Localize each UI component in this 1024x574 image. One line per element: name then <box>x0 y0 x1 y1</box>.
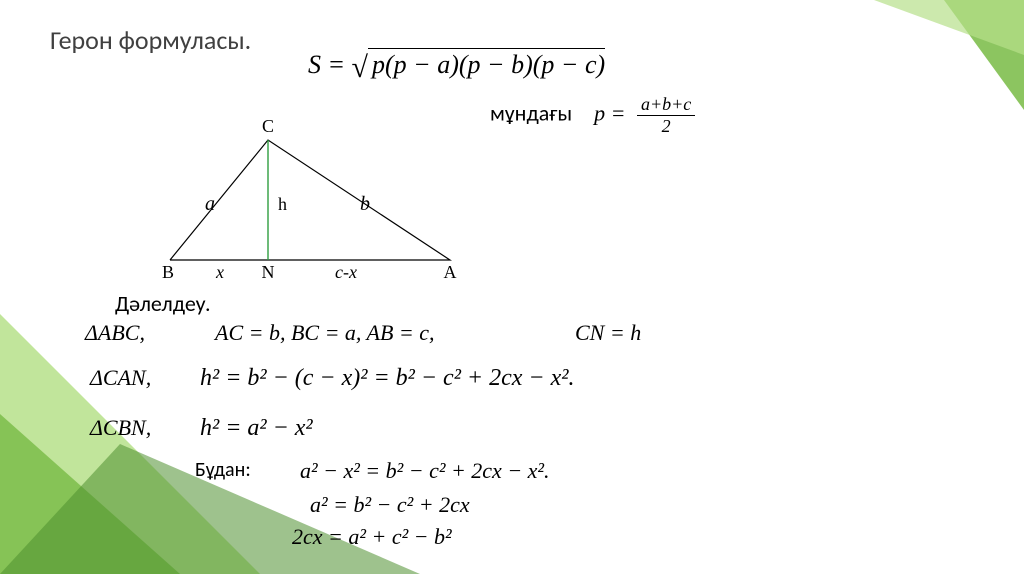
where-label: мұндағы <box>490 100 572 127</box>
triangle-diagram: C B A N a b h x c-x <box>150 110 470 285</box>
fraction: a+b+c 2 <box>637 94 695 137</box>
slide: Герон формуласы. S = √p(p − a)(p − b)(p … <box>0 0 1024 574</box>
where-clause: мұндағы p = a+b+c 2 <box>490 94 695 137</box>
eq5: a² = b² − c² + 2cx <box>310 492 470 518</box>
eq6: 2cx = a² + c² − b² <box>292 524 452 550</box>
delta-abc: ΔABC, <box>85 320 145 346</box>
s-equals: S = <box>308 50 345 79</box>
label-C: C <box>262 116 274 136</box>
frac-den: 2 <box>637 116 695 137</box>
label-b: b <box>360 193 370 215</box>
sides-def: AC = b, BC = a, AB = c, <box>215 320 435 346</box>
eq-h2-a2: h² = a² − x² <box>200 415 313 442</box>
deco-top-right <box>824 0 1024 200</box>
label-x: x <box>215 262 224 282</box>
eq-h2-b2: h² = b² − (c − x)² = b² − c² + 2cx − x². <box>200 365 574 392</box>
cn-h: CN = h <box>575 320 641 346</box>
herons-formula: S = √p(p − a)(p − b)(p − c) <box>308 50 605 85</box>
eq4: a² − x² = b² − c² + 2cx − x². <box>300 458 550 484</box>
label-N: N <box>262 262 275 282</box>
budan-label: Бұдан: <box>195 458 251 482</box>
label-a: a <box>205 193 215 215</box>
sqrt-body: p(p − a)(p − b)(p − c) <box>368 50 605 80</box>
radical-sign: √ <box>352 51 368 84</box>
label-A: A <box>444 262 457 282</box>
label-B: B <box>162 262 174 282</box>
proof-label: Дәлелдеу. <box>115 290 211 317</box>
label-h: h <box>278 194 287 214</box>
frac-num: a+b+c <box>637 94 695 116</box>
delta-can: ΔCAN, <box>90 365 151 391</box>
delta-cbn: ΔCBN, <box>90 415 151 441</box>
slide-title: Герон формуласы. <box>50 24 251 56</box>
label-cx: c-x <box>335 262 357 282</box>
p-equals: p = <box>594 101 625 126</box>
